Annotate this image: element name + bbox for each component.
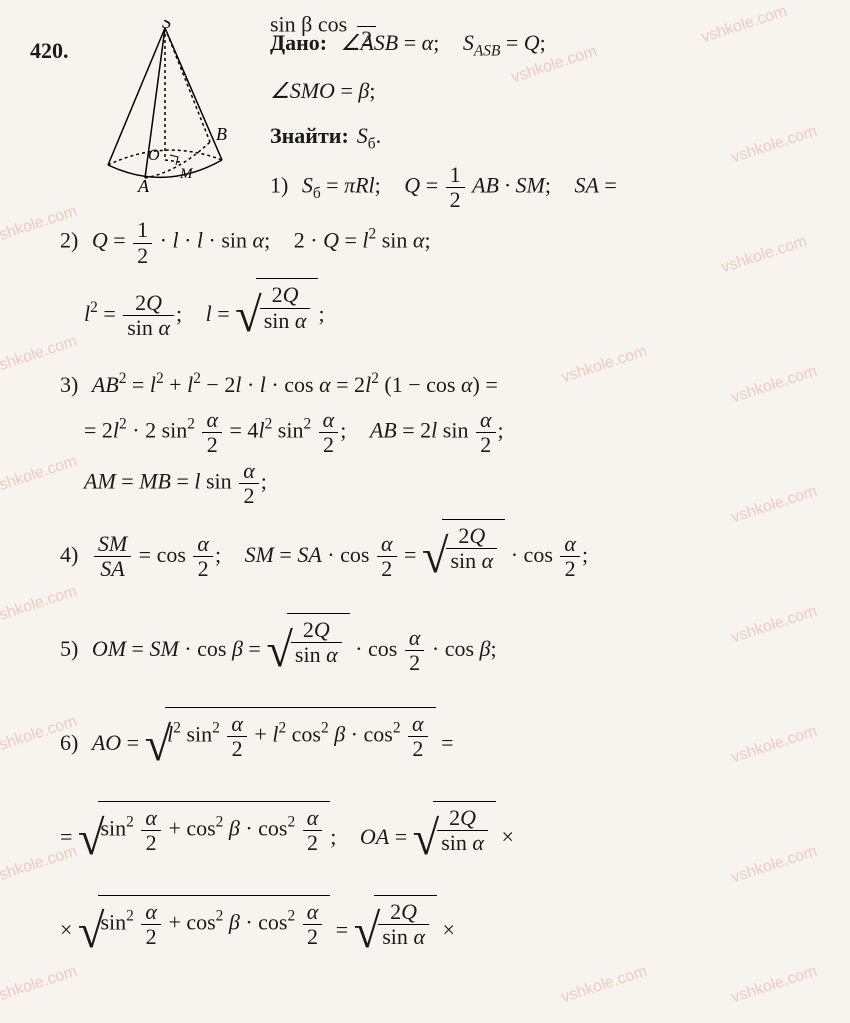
cone-figure: S A B O M [90, 20, 240, 195]
step-6-line-3: × √ sin2 α2 + cos2 β · cos2 α2 = √2Qsin … [60, 886, 830, 978]
given-line-2: ∠SMO = β; [270, 70, 830, 112]
step-6-line-2: = √ sin2 α2 + cos2 β · cos2 α2 ; OA = √2… [60, 793, 830, 885]
label-m: M [179, 166, 194, 182]
step-4: 4) SMSA = cos α2; SM = SA · cos α2 = √2Q… [60, 511, 830, 603]
find-line: Знайти:Sб. [270, 115, 830, 159]
label-a: A [137, 176, 150, 195]
label-b: B [216, 124, 227, 144]
step-2-line-2: l2 = 2Qsin α; l = √2Qsin α; [60, 270, 830, 362]
label-o: O [148, 147, 160, 164]
top-fragment: sin β cos 2 [270, 2, 378, 51]
step-5: 5) OM = SM · cos β = √2Qsin α · cos α2 ·… [60, 605, 830, 697]
step-3-line-1: 3) AB2 = l2 + l2 − 2l · l · cos α = 2l2 … [60, 364, 830, 406]
problem-number: 420. [30, 30, 69, 72]
step-6-line-1: 6) AO = √ l2 sin2 α2 + l2 cos2 β · cos2 … [60, 699, 830, 791]
step-1: 1) Sб = πRl; Q = 12 AB · SM; SA = [270, 163, 830, 212]
label-s: S [162, 20, 171, 32]
step-3-line-3: AM = MB = l sin α2; [60, 459, 830, 508]
step-2-line-1: 2) Q = 12 · l · l · sin α; 2 · Q = l2 si… [60, 218, 830, 267]
step-3-line-2: = 2l2 · 2 sin2 α2 = 4l2 sin2 α2; AB = 2l… [60, 408, 830, 457]
